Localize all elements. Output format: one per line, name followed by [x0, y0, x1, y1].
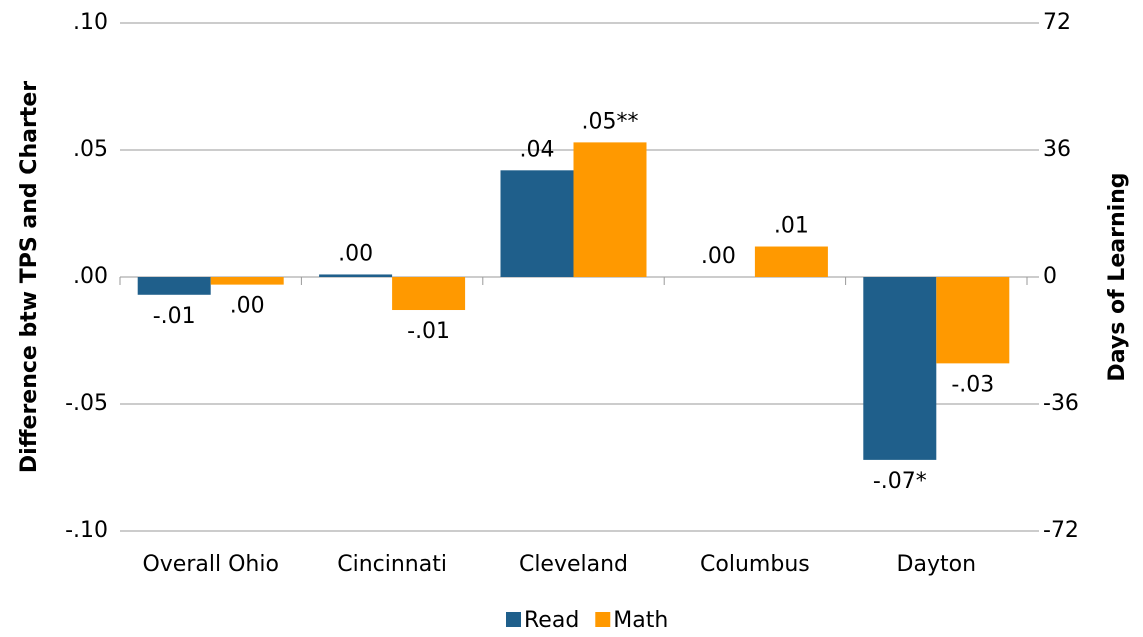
y-tick-label: -.05: [65, 391, 108, 416]
y2-tick-label: 0: [1043, 264, 1057, 289]
bar: [500, 170, 574, 277]
legend-swatch: [506, 612, 521, 627]
bar: [573, 142, 647, 277]
y-tick-label: -.10: [65, 518, 108, 543]
y2-tick-label: -72: [1043, 518, 1079, 543]
x-tick-label: Overall Ohio: [142, 552, 278, 577]
value-label: .05**: [582, 109, 639, 134]
x-tick-label: Dayton: [897, 552, 976, 577]
bar: [319, 274, 393, 277]
value-label: .00: [701, 244, 736, 269]
value-label: -.03: [951, 372, 994, 397]
y-tick-label: .00: [73, 264, 108, 289]
bar: [137, 277, 211, 295]
value-label: .00: [338, 241, 373, 266]
x-tick-label: Columbus: [700, 552, 810, 577]
y-tick-label: .10: [73, 10, 108, 35]
value-label: .01: [774, 214, 809, 239]
bar: [863, 277, 937, 460]
bar: [210, 277, 284, 285]
legend-label: Read: [524, 608, 579, 633]
y-tick-label: .05: [73, 137, 108, 162]
value-label: .00: [230, 294, 265, 319]
value-label: -.07*: [873, 469, 927, 494]
y2-tick-label: 36: [1043, 137, 1071, 162]
value-label: .04: [520, 137, 555, 162]
y2-tick-label: 72: [1043, 10, 1071, 35]
bar: [392, 277, 466, 311]
value-label: -.01: [407, 319, 450, 344]
x-tick-label: Cincinnati: [337, 552, 447, 577]
y-axis-title: Difference btw TPS and Charter: [17, 81, 42, 473]
bar: [754, 246, 828, 277]
bar: [936, 277, 1010, 364]
y2-axis-title: Days of Learning: [1105, 172, 1130, 381]
y2-tick-label: -36: [1043, 391, 1079, 416]
x-tick-label: Cleveland: [519, 552, 628, 577]
legend-swatch: [595, 612, 611, 627]
legend-label: Math: [613, 608, 668, 633]
value-label: -.01: [153, 304, 196, 329]
